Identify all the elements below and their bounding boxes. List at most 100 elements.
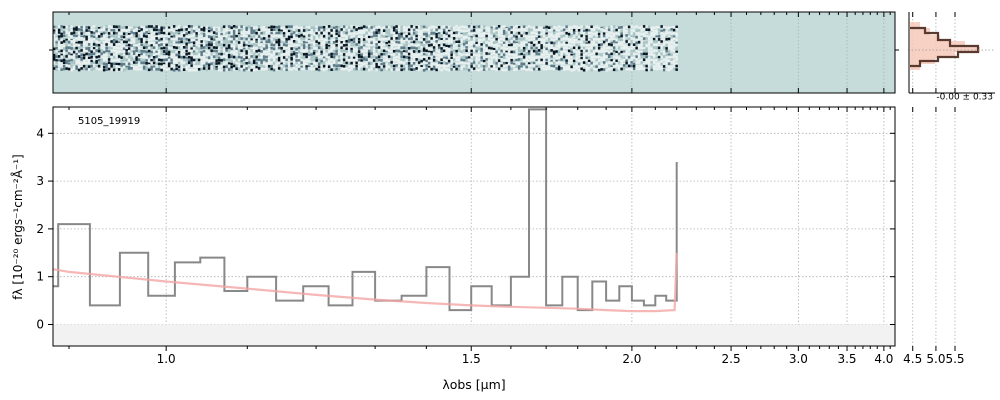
trace-pixel — [162, 31, 166, 35]
trace-pixel — [137, 64, 141, 68]
trace-pixel — [180, 61, 183, 65]
trace-pixel — [132, 38, 136, 41]
trace-pixel — [307, 31, 311, 34]
trace-pixel — [322, 56, 326, 60]
trace-pixel — [260, 31, 263, 35]
trace-pixel — [177, 44, 181, 47]
trace-pixel — [242, 65, 246, 69]
trace-pixel — [290, 53, 293, 56]
trace-pixel — [247, 25, 251, 28]
trace-pixel — [182, 40, 186, 44]
trace-pixel — [267, 61, 271, 65]
trace-pixel — [275, 34, 278, 37]
trace-pixel — [13, 39, 16, 42]
trace-pixel — [3, 41, 6, 44]
trace-pixel — [215, 28, 218, 31]
trace-pixel — [100, 52, 103, 55]
trace-pixel — [290, 56, 293, 60]
trace-pixel — [62, 47, 66, 50]
trace-pixel — [92, 58, 96, 62]
trace-pixel — [240, 56, 243, 59]
trace-pixel — [0, 53, 3, 56]
trace-pixel — [95, 49, 98, 52]
trace-pixel — [110, 37, 113, 40]
trace-pixel — [157, 28, 161, 32]
trace-pixel — [245, 28, 248, 31]
trace-pixel — [297, 32, 301, 36]
trace-pixel — [122, 68, 126, 72]
trace-pixel — [38, 52, 41, 55]
trace-pixel — [295, 32, 298, 35]
trace-pixel — [280, 41, 283, 44]
trace-pixel — [165, 37, 168, 40]
trace-pixel — [325, 52, 328, 56]
trace-pixel — [35, 30, 38, 33]
trace-pixel — [57, 25, 61, 28]
trace-pixel — [292, 26, 296, 29]
trace-pixel — [152, 65, 156, 69]
trace-pixel — [247, 55, 251, 59]
trace-pixel — [227, 68, 231, 71]
trace-pixel — [10, 52, 13, 55]
trace-pixel — [40, 50, 43, 53]
trace-pixel — [105, 46, 108, 50]
trace-pixel — [250, 44, 253, 48]
trace-pixel — [140, 32, 143, 35]
trace-pixel — [207, 26, 211, 30]
trace-pixel — [117, 59, 121, 62]
trace-pixel — [87, 40, 91, 44]
trace-pixel — [295, 55, 298, 58]
trace-pixel — [122, 55, 126, 59]
trace-pixel — [162, 38, 166, 41]
trace-pixel — [97, 43, 101, 47]
trace-pixel — [180, 46, 183, 49]
trace-pixel — [200, 50, 203, 54]
trace-pixel — [8, 32, 10, 35]
trace-pixel — [30, 44, 33, 47]
trace-pixel — [185, 49, 188, 53]
trace-pixel — [295, 29, 298, 32]
trace-pixel — [317, 50, 321, 53]
trace-pixel — [265, 28, 268, 31]
trace-pixel — [147, 34, 151, 37]
trace-pixel — [155, 68, 158, 71]
trace-pixel — [122, 35, 126, 39]
trace-pixel — [242, 62, 246, 65]
trace-pixel — [217, 52, 221, 56]
trace-pixel — [13, 34, 16, 37]
trace-pixel — [197, 53, 201, 56]
trace-pixel — [292, 44, 296, 47]
trace-pixel — [67, 59, 71, 63]
trace-pixel — [147, 46, 151, 50]
trace-pixel — [315, 49, 318, 53]
trace-pixel — [53, 62, 56, 65]
trace-pixel — [180, 50, 183, 53]
trace-pixel — [5, 33, 8, 36]
trace-pixel — [120, 40, 123, 44]
trace-pixel — [0, 65, 3, 68]
trace-pixel — [157, 35, 161, 38]
trace-pixel — [100, 32, 103, 36]
trace-pixel — [195, 46, 198, 49]
trace-pixel — [195, 29, 198, 33]
trace-pixel — [43, 62, 46, 65]
trace-pixel — [82, 35, 86, 38]
trace-pixel — [245, 50, 248, 53]
trace-pixel — [125, 67, 128, 70]
trace-pixel — [77, 61, 81, 65]
trace-pixel — [225, 41, 228, 44]
trace-pixel — [65, 55, 68, 58]
trace-pixel — [270, 46, 273, 50]
trace-pixel — [20, 35, 23, 38]
trace-pixel — [45, 44, 48, 47]
trace-pixel — [212, 55, 216, 58]
trace-pixel — [0, 61, 3, 64]
trace-pixel — [235, 29, 238, 32]
trace-pixel — [282, 32, 286, 35]
trace-pixel — [112, 55, 116, 59]
trace-pixel — [175, 64, 178, 67]
trace-pixel — [60, 68, 63, 71]
trace-pixel — [205, 37, 208, 41]
trace-pixel — [40, 47, 43, 50]
trace-pixel — [220, 35, 223, 38]
